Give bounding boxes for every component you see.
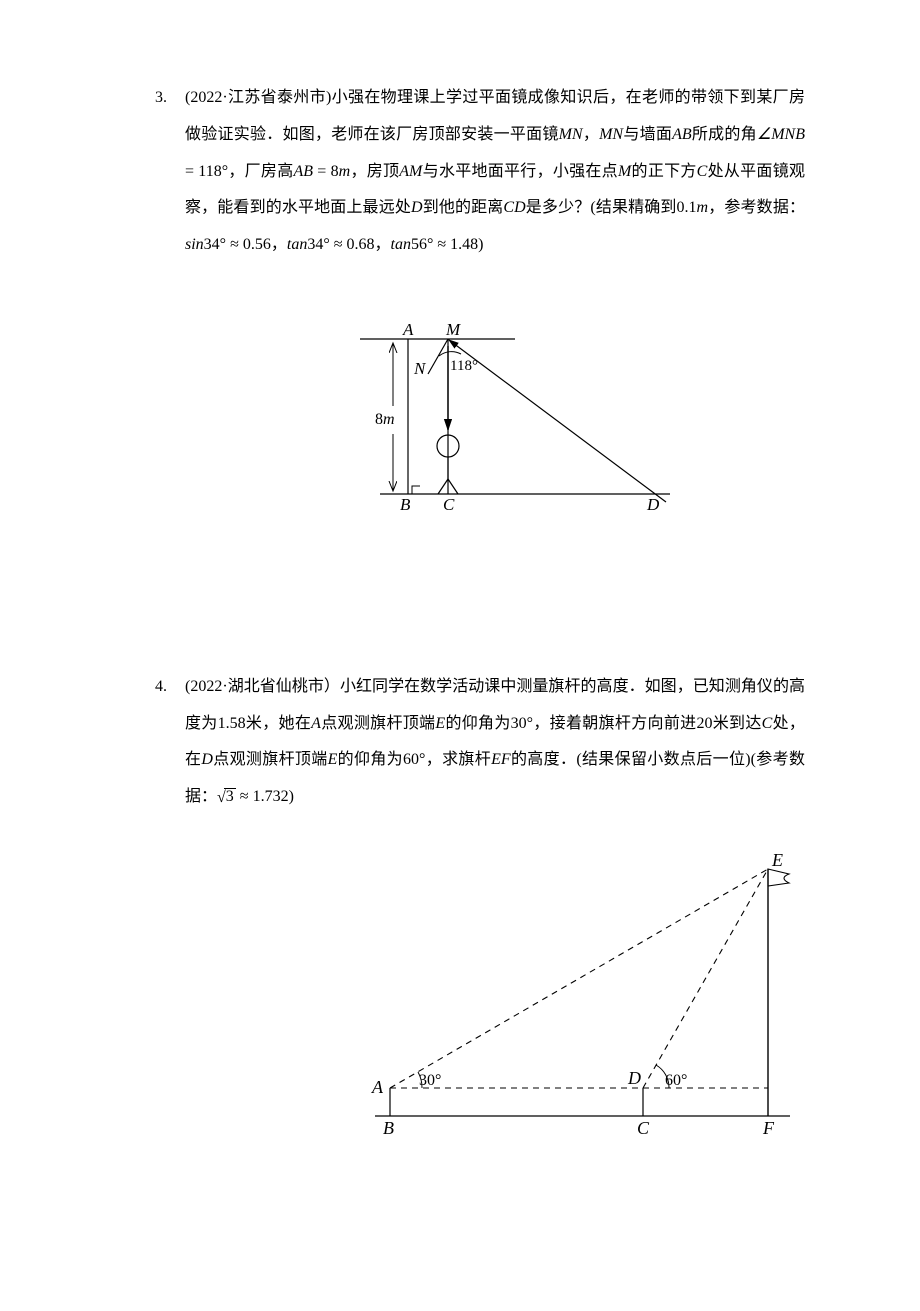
text: 的正下方 [631,163,696,180]
expr: = 118° [185,163,228,180]
problem-body: (2022·江苏省泰州市)小强在物理课上学过平面镜成像知识后，在老师的带领下到某… [185,80,805,559]
svg-text:30°: 30° [419,1072,441,1089]
val: 30° [511,715,533,732]
svg-text:N: N [413,359,427,378]
text: 点观测旗杆顶端 [213,751,328,768]
svg-text:D: D [627,1068,641,1088]
svg-text:B: B [400,495,411,514]
source-region: 江苏省泰州市 [228,89,326,106]
var: EF [491,751,511,768]
text: ，接着朝旗杆方向前进 [533,715,696,732]
var: CD [503,199,525,216]
problem-number: 4. [155,669,185,1181]
expr: 34° ≈ 0.56 [204,236,271,253]
svg-text:A: A [402,324,414,339]
source-prefix: (2022· [185,678,228,695]
text: 是多少？ [526,199,591,216]
svg-text:E: E [771,850,783,870]
var: M [618,163,631,180]
svg-text:B: B [383,1118,394,1136]
svg-text:F: F [762,1118,775,1136]
text: ，房顶 [350,163,399,180]
var: A [311,715,321,732]
text: 的仰角为 [445,715,511,732]
geometry-diagram-4: 30° 60° A B D C E F [355,836,795,1136]
expr: tan [391,236,411,253]
geometry-diagram-3: 118° 8m A M N B C [320,324,670,514]
var: MN [599,126,623,143]
svg-text:C: C [637,1118,650,1136]
sqrt-icon: √ [217,789,226,806]
svg-text:8m: 8m [375,411,395,428]
note: ) [289,788,294,805]
figure-4: 30° 60° A B D C E F [185,836,805,1151]
expr: 56° ≈ 1.48 [411,236,478,253]
text: 的高度． [511,751,577,768]
text: 到他的距离 [423,199,504,216]
problem-3: 3. (2022·江苏省泰州市)小强在物理课上学过平面镜成像知识后，在老师的带领… [155,80,805,559]
note: ) [478,236,483,253]
svg-text:D: D [646,495,660,514]
text: ， [271,236,287,253]
var: AM [399,163,422,180]
text: 与水平地面平行，小强在点 [422,163,618,180]
note: 结果精确到 [596,199,677,216]
text: 的仰角为 [337,751,403,768]
text: 点观测旗杆顶端 [321,715,435,732]
text: 米到达 [712,715,761,732]
svg-text:A: A [371,1077,384,1097]
text: ，求旗杆 [425,751,491,768]
source-prefix: (2022· [185,89,228,106]
var: D [201,751,213,768]
val: ≈ 1.732 [236,788,289,805]
val: 1.58 [218,715,246,732]
svg-text:C: C [443,495,455,514]
var: MN [559,126,583,143]
var: E [328,751,338,768]
expr: m [339,163,351,180]
figure-3: 118° 8m A M N B C [185,324,805,529]
problem-4: 4. (2022·湖北省仙桃市）小红同学在数学活动课中测量旗杆的高度．如图，已知… [155,669,805,1181]
problem-number: 3. [155,80,185,559]
note: )( [745,751,756,768]
problem-body: (2022·湖北省仙桃市）小红同学在数学活动课中测量旗杆的高度．如图，已知测角仪… [185,669,805,1181]
source-region: 湖北省仙桃市） [228,678,340,695]
text: 与墙面 [623,126,672,143]
note: m [697,199,709,216]
text: (2022·江苏省泰州市) [185,89,331,106]
text: 所成的角 [692,126,757,143]
svg-text:60°: 60° [665,1072,687,1089]
note: 结果保留小数点后一位 [582,751,746,768]
expr: = 8 [313,163,339,180]
text: ， [375,236,391,253]
expr: tan [287,236,307,253]
note: 0.1 [677,199,697,216]
expr: sin [185,236,204,253]
expr: AB [293,163,313,180]
var: C [762,715,773,732]
text: ，厂房高 [228,163,293,180]
val: 20 [696,715,712,732]
svg-text:M: M [445,324,461,339]
var: AB [672,126,692,143]
expr: 34° ≈ 0.68 [307,236,374,253]
var: D [411,199,423,216]
val: 60° [403,751,425,768]
text: 米，她在 [246,715,312,732]
var: E [435,715,445,732]
var: C [697,163,708,180]
note: ，参考数据： [708,199,805,216]
text: ， [583,126,600,143]
svg-text:118°: 118° [450,358,478,374]
expr: ∠MNB [757,126,805,143]
